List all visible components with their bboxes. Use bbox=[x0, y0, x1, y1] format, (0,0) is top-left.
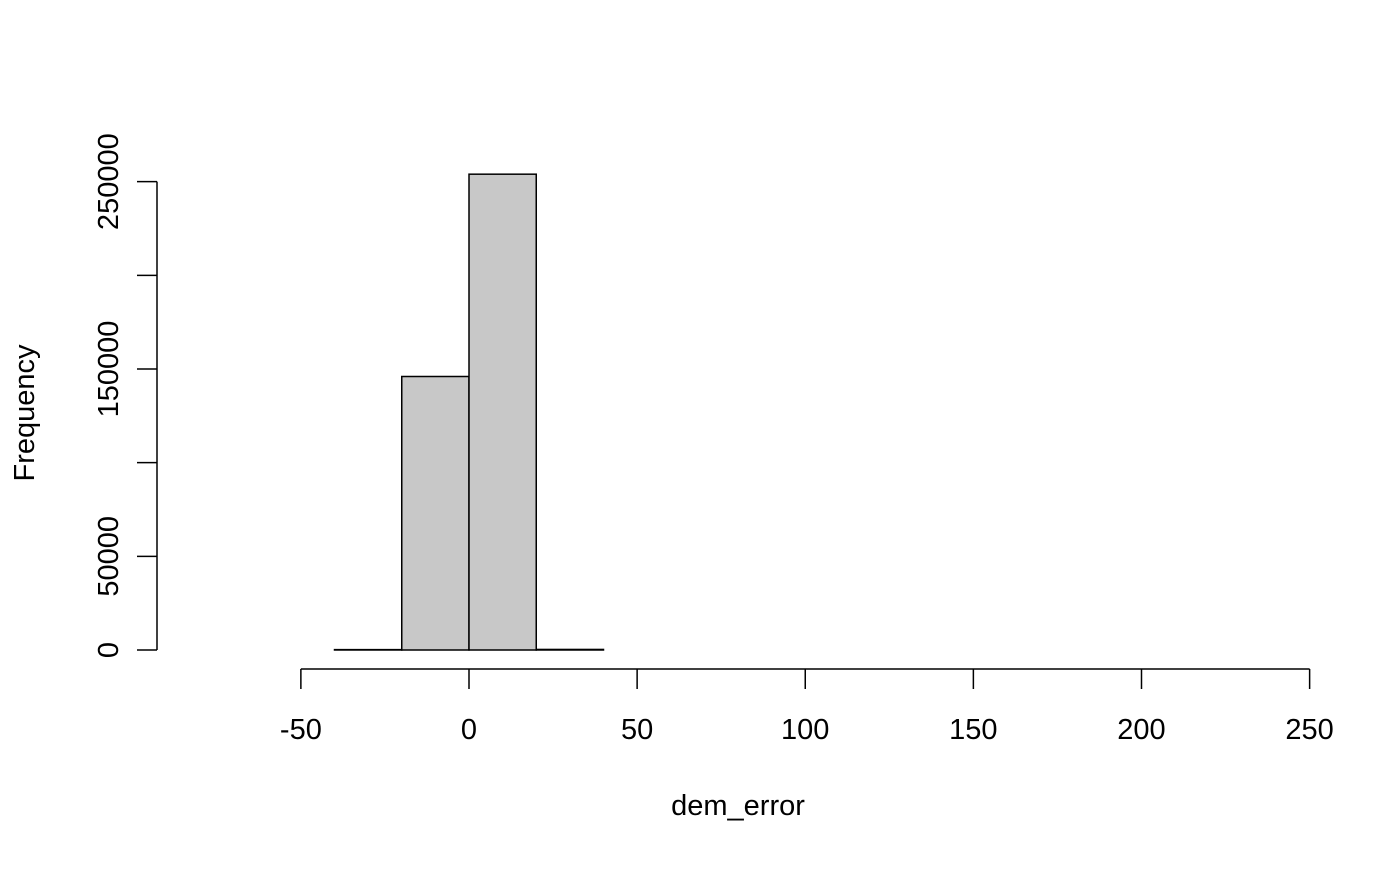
y-tick-label: 50000 bbox=[93, 516, 125, 597]
x-tick-label: 0 bbox=[461, 714, 477, 746]
histogram-bar bbox=[402, 376, 469, 650]
x-tick-label: -50 bbox=[280, 714, 322, 746]
x-tick-label: 200 bbox=[1117, 714, 1165, 746]
y-axis: 0 50000 150000 250000 bbox=[93, 133, 157, 658]
bars-layer bbox=[335, 174, 604, 650]
histogram-bar bbox=[469, 174, 536, 650]
histogram-bar bbox=[536, 649, 603, 650]
x-axis-label: dem_error bbox=[671, 790, 805, 822]
x-tick-label: 250 bbox=[1285, 714, 1333, 746]
y-tick-label: 0 bbox=[93, 642, 125, 658]
y-axis-label: Frequency bbox=[9, 344, 41, 482]
x-tick-label: 150 bbox=[949, 714, 997, 746]
y-tick-label: 250000 bbox=[93, 133, 125, 230]
x-axis: -50 0 50 100 150 200 250 bbox=[280, 669, 1334, 746]
x-tick-label: 100 bbox=[781, 714, 829, 746]
x-tick-label: 50 bbox=[621, 714, 653, 746]
y-tick-label: 150000 bbox=[93, 321, 125, 418]
